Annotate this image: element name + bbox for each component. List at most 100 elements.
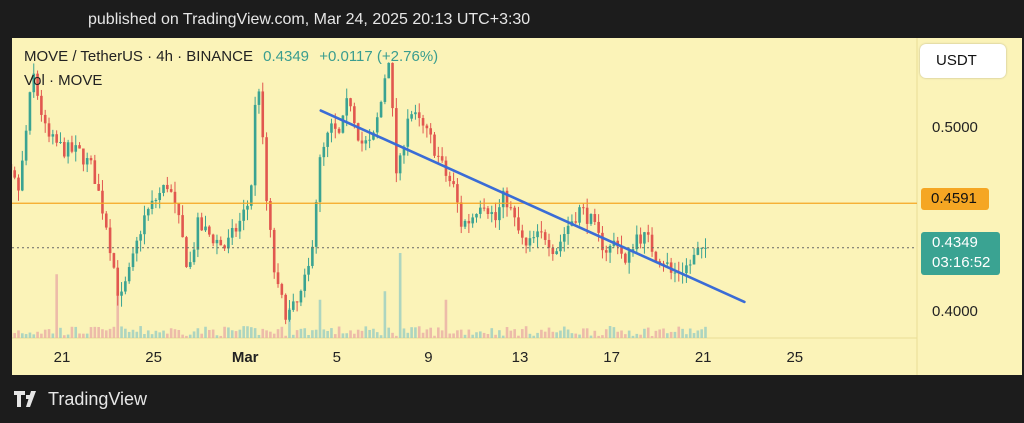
volume-bar (82, 333, 85, 338)
candle-body (562, 234, 566, 242)
candle-body (185, 237, 188, 267)
candle-body (257, 91, 261, 105)
candle-body (59, 141, 62, 143)
candle-body (97, 183, 100, 191)
volume-bar (291, 334, 295, 338)
descending-trendline[interactable] (319, 109, 746, 304)
candle-body (375, 117, 379, 133)
volume-bar (658, 329, 661, 338)
price-chart[interactable]: 21 25 Mar 5 9 13 17 21 25 (12, 38, 1022, 375)
tradingview-brand[interactable]: TradingView (48, 389, 148, 409)
volume-bar (517, 335, 520, 338)
volume-bar (604, 329, 608, 338)
volume-bar (131, 329, 135, 338)
volume-bar (669, 331, 673, 338)
volume-bar (700, 329, 703, 338)
volume-bar (112, 326, 116, 338)
candle-body (112, 253, 116, 268)
volume-bar (498, 330, 501, 338)
candle-body (349, 98, 352, 107)
candle-body (490, 212, 494, 215)
volume-bar (566, 329, 570, 338)
candle-body (82, 148, 85, 165)
volume-bar (188, 334, 192, 338)
candle-body (124, 281, 127, 292)
current-price-tag: 0.4349 03:16:52 (921, 232, 1000, 275)
candle-body (494, 212, 497, 221)
candle-body (211, 234, 215, 244)
x-tick-label: 9 (424, 349, 432, 366)
candle-body (215, 239, 219, 244)
volume-bar (211, 329, 215, 338)
volume-bar (85, 333, 89, 338)
chart-panel[interactable]: 21 25 Mar 5 9 13 17 21 25 MOVE / TetherUS · 4h ·… (12, 38, 1022, 375)
candle-body (265, 137, 268, 202)
volume-bar (185, 335, 188, 338)
candle-body (559, 241, 562, 252)
candle-body (566, 225, 570, 235)
published-info: published on TradingView.com, Mar 24, 20… (88, 11, 531, 28)
volume-bar (303, 328, 307, 338)
volume-bar (139, 326, 142, 338)
volume-bar (299, 328, 303, 338)
candle-body (456, 184, 459, 203)
volume-bar (227, 327, 230, 338)
volume-bar (406, 332, 410, 338)
volume-bar (295, 330, 299, 338)
candle-body (604, 250, 608, 253)
volume-bar (124, 328, 127, 338)
candle-body (51, 134, 55, 137)
candle-body (230, 227, 234, 238)
volume-bar (459, 329, 463, 338)
volume-bar (425, 329, 429, 338)
candle-body (120, 291, 123, 296)
candle-body (479, 207, 482, 214)
volume-bar (528, 333, 532, 338)
candle-body (318, 157, 322, 203)
tradingview-logo-icon[interactable] (14, 390, 42, 408)
volume-bar (177, 329, 181, 338)
volume-bar (578, 334, 581, 338)
candle-body (417, 112, 421, 119)
candle-body (608, 245, 612, 253)
candle-body (307, 265, 310, 275)
candle-body (17, 177, 20, 191)
candle-body (299, 290, 303, 303)
volume-bar (543, 331, 547, 338)
candle-body (589, 214, 593, 224)
candle-body (62, 141, 66, 157)
candle-body (208, 226, 211, 235)
volume-bar (345, 333, 349, 338)
price-change: +0.0117 (+2.76%) (319, 48, 439, 65)
candle-body (486, 208, 490, 215)
volume-bar (601, 335, 604, 338)
candle-body (177, 203, 181, 216)
candle-body (66, 142, 70, 157)
volume-bar (452, 333, 455, 338)
candle-body (314, 202, 318, 247)
candle-body (459, 202, 463, 227)
volume-bar (59, 327, 62, 338)
last-price: 0.4349 (263, 48, 310, 65)
candle-body (452, 181, 455, 185)
volume-bar (597, 335, 600, 338)
volume-bar (333, 334, 337, 338)
candle-body (700, 247, 703, 249)
candle-body (379, 101, 383, 118)
volume-bar (62, 335, 66, 338)
candle-body (673, 272, 677, 274)
currency-button[interactable]: USDT (920, 44, 1006, 78)
volume-bar (547, 327, 551, 338)
volume-bar (433, 335, 436, 338)
candle-body (326, 132, 329, 147)
volume-bar (74, 326, 78, 338)
x-tick-label: 5 (333, 349, 341, 366)
candle-body (234, 227, 238, 232)
volume-bar (272, 333, 276, 338)
candle-body (13, 170, 16, 178)
candle-body (47, 123, 51, 137)
volume-bar (551, 331, 555, 338)
candle-body (345, 98, 349, 116)
candle-body (372, 132, 375, 140)
volume-bar (21, 333, 24, 338)
